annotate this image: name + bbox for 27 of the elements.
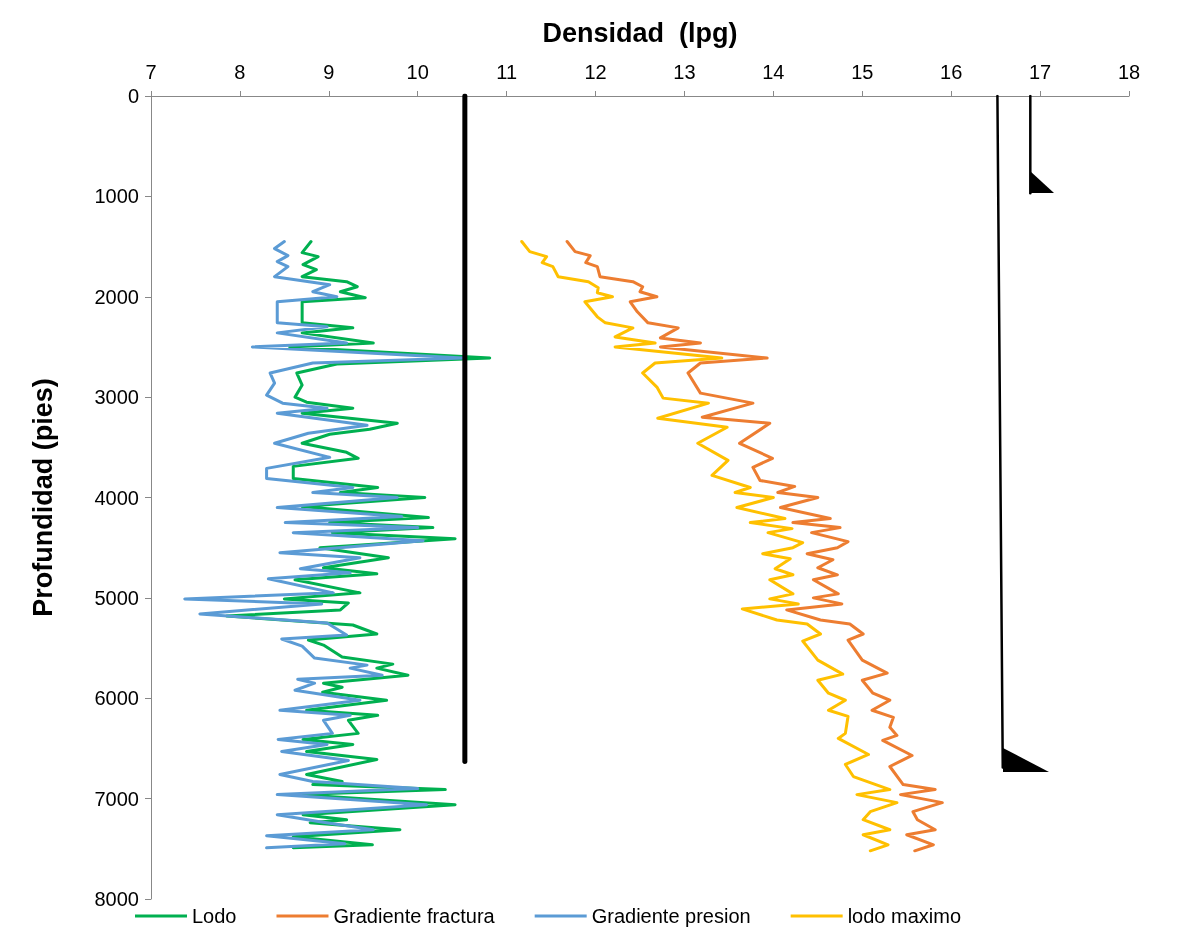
x-tick-label: 16 <box>940 61 963 83</box>
x-tick-label: 14 <box>762 61 785 83</box>
legend-label: Gradiente presion <box>591 905 751 927</box>
y-tick-label: 2000 <box>94 285 139 308</box>
y-tick-label: 0 <box>127 85 139 107</box>
legend-label: lodo maximo <box>847 905 962 927</box>
x-axis-title: Densidad (lpg) <box>542 17 738 48</box>
x-tick-label: 17 <box>1028 61 1052 83</box>
x-tick-label: 7 <box>145 61 157 83</box>
y-axis-title: Profundidad (pies) <box>27 378 58 617</box>
y-tick-label: 1000 <box>94 185 139 208</box>
legend-label: Gradiente fractura <box>333 905 496 927</box>
x-tick-label: 8 <box>234 61 246 83</box>
y-tick-label: 6000 <box>94 687 139 710</box>
x-tick-label: 12 <box>584 61 607 83</box>
y-tick-label: 4000 <box>94 486 139 509</box>
x-tick-label: 18 <box>1117 61 1141 83</box>
x-tick-label: 10 <box>406 61 429 83</box>
y-tick-label: 7000 <box>94 787 139 810</box>
y-tick-label: 3000 <box>94 386 139 409</box>
x-tick-label: 13 <box>673 61 696 83</box>
x-tick-label: 11 <box>496 61 518 83</box>
x-tick-label: 15 <box>851 61 874 83</box>
y-tick-label: 8000 <box>94 888 139 910</box>
x-tick-label: 9 <box>323 61 335 83</box>
y-tick-label: 5000 <box>94 586 139 609</box>
legend-label: Lodo <box>192 905 237 927</box>
